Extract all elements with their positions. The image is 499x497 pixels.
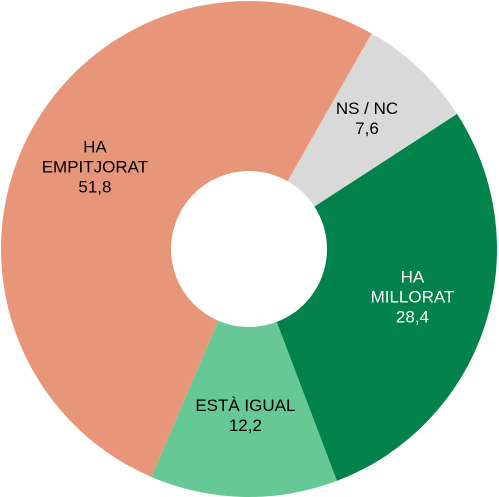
slice-label-line: EMPITJORAT — [42, 158, 148, 177]
value-label: 7,6 — [355, 119, 379, 138]
value-label: 28,4 — [396, 307, 429, 326]
slice-label-line: ESTÀ IGUAL — [195, 396, 295, 415]
donut-slice — [0, 0, 372, 478]
slice-label: NS / NC — [336, 99, 398, 118]
slice-label-line: NS / NC — [336, 99, 398, 118]
slice-label: HA MILLORAT — [371, 267, 455, 306]
slice-label-line: HA — [401, 267, 425, 286]
slice-label: HA EMPITJORAT — [42, 138, 148, 177]
slice-label-line: MILLORAT — [371, 287, 455, 306]
slice-label: ESTÀ IGUAL — [195, 396, 295, 415]
value-label: 12,2 — [229, 416, 262, 435]
value-label: 51,8 — [78, 178, 111, 197]
donut-slice — [151, 320, 337, 497]
slice-label-line: HA — [83, 138, 107, 157]
donut-slice — [276, 113, 497, 481]
donut-slice — [287, 33, 457, 207]
